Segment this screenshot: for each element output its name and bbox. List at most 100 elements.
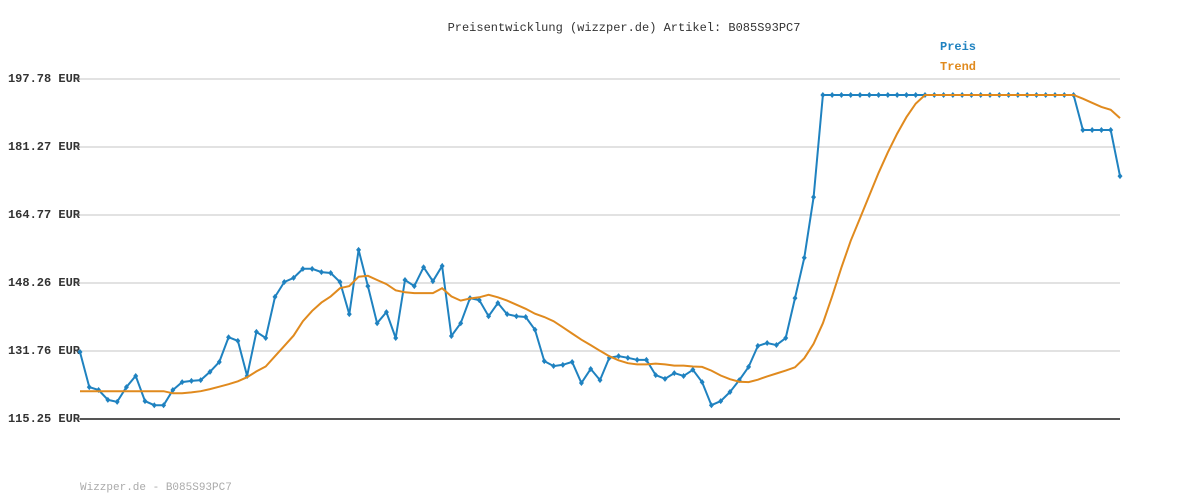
point-marker — [764, 339, 770, 346]
point-marker — [77, 349, 83, 356]
point-marker — [699, 379, 705, 386]
point-marker — [383, 309, 389, 316]
point-marker — [783, 335, 789, 342]
point-marker — [513, 313, 519, 320]
point-marker — [523, 314, 529, 321]
point-marker — [226, 334, 232, 341]
point-marker — [411, 283, 417, 290]
point-marker — [746, 363, 752, 370]
y-tick-label: 148.26 EUR — [8, 276, 81, 290]
point-marker — [421, 264, 427, 271]
point-marker — [207, 368, 213, 375]
point-marker — [857, 91, 863, 98]
point-marker — [616, 353, 622, 360]
point-marker — [773, 342, 779, 349]
point-marker — [801, 254, 807, 261]
point-marker — [105, 396, 111, 403]
point-marker — [588, 365, 594, 372]
point-marker — [151, 402, 157, 409]
point-marker — [133, 372, 139, 379]
point-marker — [272, 293, 278, 300]
point-marker — [161, 402, 167, 409]
point-marker — [1089, 127, 1095, 134]
point-marker — [681, 372, 687, 379]
point-marker — [486, 313, 492, 320]
point-marker — [300, 265, 306, 272]
y-tick-label: 164.77 EUR — [8, 208, 81, 222]
legend-entry: Preis — [940, 40, 976, 54]
point-marker — [504, 311, 510, 318]
point-marker — [829, 91, 835, 98]
point-marker — [402, 276, 408, 283]
point-marker — [123, 384, 129, 391]
point-marker — [337, 279, 343, 286]
point-marker — [281, 279, 287, 286]
footer: Wizzper.de - B085S93PC7 — [80, 482, 232, 494]
point-marker — [1080, 127, 1086, 134]
point-marker — [86, 384, 92, 391]
point-marker — [903, 91, 909, 98]
point-marker — [235, 337, 241, 344]
point-marker — [142, 398, 148, 405]
point-marker — [625, 354, 631, 361]
chart-title: Preisentwicklung (wizzper.de) Artikel: B… — [448, 21, 801, 35]
point-marker — [532, 326, 538, 333]
point-marker — [671, 370, 677, 377]
y-tick-label: 197.78 EUR — [8, 72, 81, 86]
point-marker — [755, 342, 761, 349]
point-marker — [718, 398, 724, 405]
point-marker — [1117, 173, 1123, 180]
point-marker — [188, 377, 194, 384]
point-marker — [448, 332, 454, 339]
point-marker — [634, 356, 640, 363]
point-marker — [346, 311, 352, 318]
point-marker — [690, 366, 696, 373]
point-marker — [541, 358, 547, 365]
point-marker — [328, 269, 334, 276]
point-marker — [848, 91, 854, 98]
point-marker — [1108, 127, 1114, 134]
point-marker — [578, 379, 584, 386]
point-marker — [114, 398, 120, 405]
point-marker — [885, 91, 891, 98]
series-line — [79, 94, 1121, 407]
y-tick-label: 115.25 EUR — [8, 412, 81, 426]
point-marker — [560, 361, 566, 368]
point-marker — [253, 328, 259, 335]
point-marker — [838, 91, 844, 98]
point-marker — [876, 91, 882, 98]
point-marker — [179, 379, 185, 386]
y-tick-label: 131.76 EUR — [8, 344, 81, 358]
point-marker — [170, 386, 176, 393]
point-marker — [495, 300, 501, 307]
point-marker — [894, 91, 900, 98]
legend-entry: Trend — [940, 60, 976, 74]
point-marker — [1098, 127, 1104, 134]
point-marker — [374, 320, 380, 327]
point-marker — [393, 335, 399, 342]
point-marker — [551, 363, 557, 370]
point-marker — [365, 283, 371, 290]
point-marker — [820, 91, 826, 98]
point-marker — [458, 320, 464, 327]
series-line — [80, 94, 1121, 395]
point-marker — [913, 91, 919, 98]
point-marker — [708, 402, 714, 409]
point-marker — [291, 274, 297, 281]
point-marker — [597, 377, 603, 384]
y-tick-label: 181.27 EUR — [8, 140, 81, 154]
point-marker — [216, 358, 222, 365]
point-marker — [569, 358, 575, 365]
point-marker — [198, 377, 204, 384]
point-marker — [476, 297, 482, 304]
point-marker — [653, 372, 659, 379]
point-marker — [662, 375, 668, 382]
point-marker — [727, 389, 733, 396]
point-marker — [356, 246, 362, 253]
point-marker — [318, 269, 324, 276]
point-marker — [643, 356, 649, 363]
point-marker — [439, 262, 445, 269]
point-marker — [309, 265, 315, 272]
point-marker — [866, 91, 872, 98]
